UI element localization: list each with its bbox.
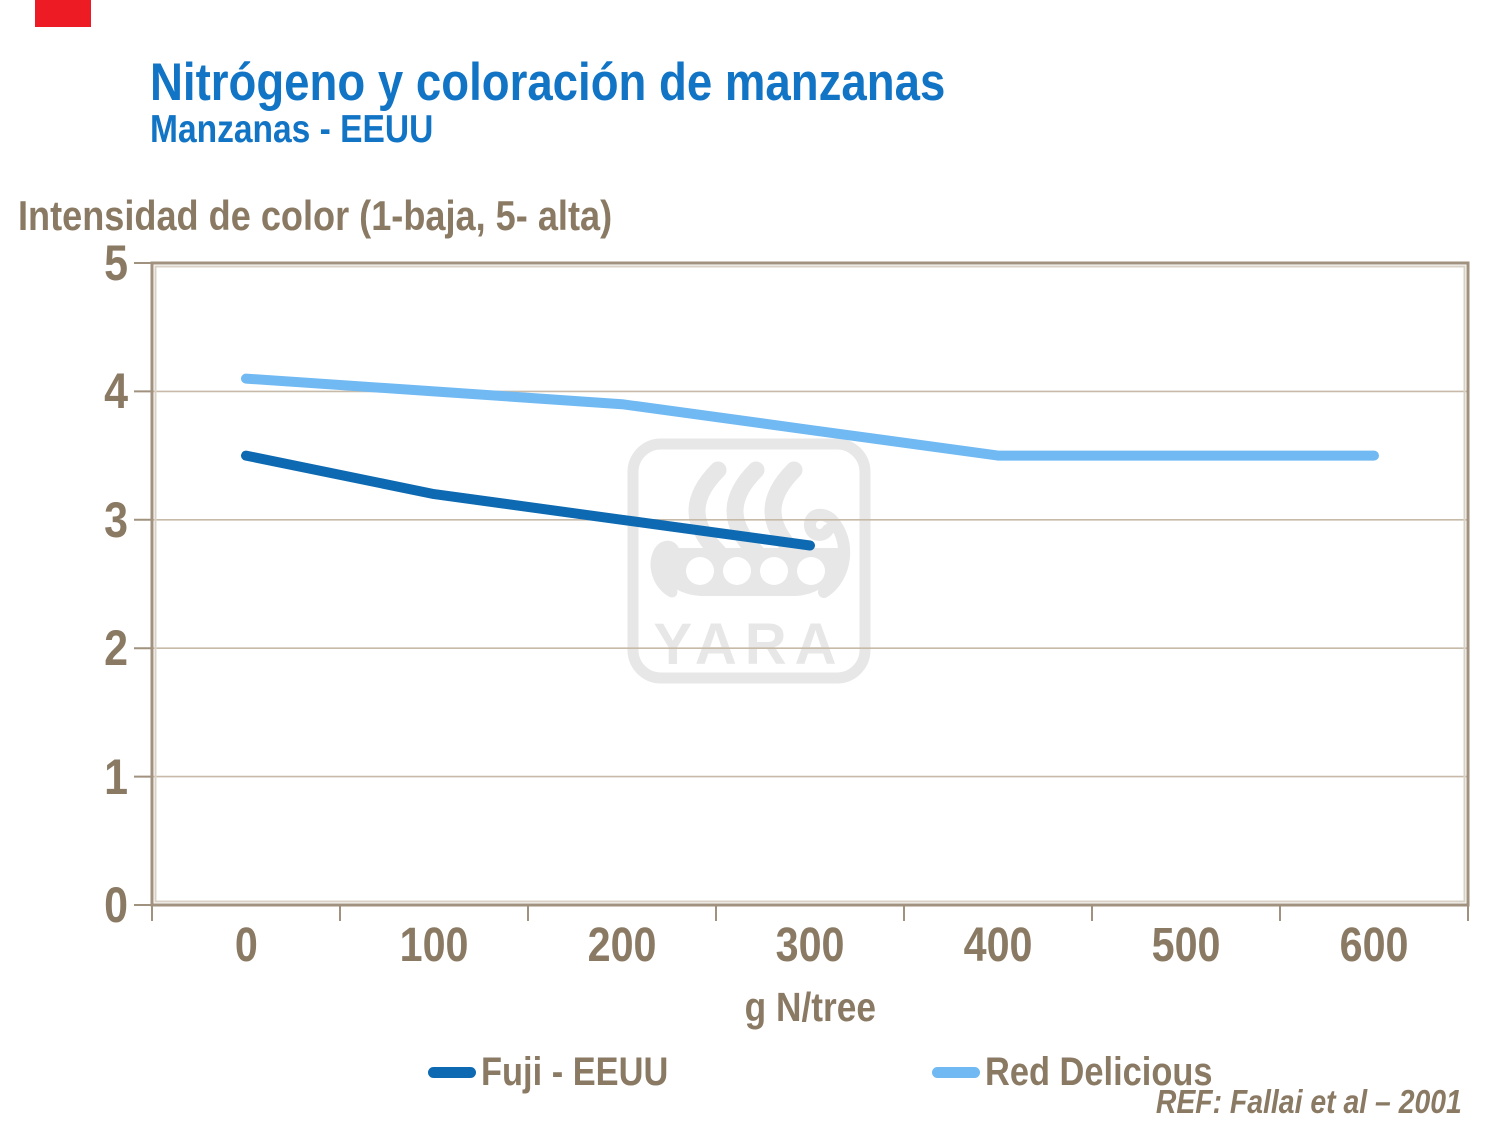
legend-swatch-fuji-eeuu	[428, 1066, 476, 1078]
x-axis-title-text: g N/tree	[744, 984, 876, 1030]
legend-label-red-delicious: Red Delicious	[985, 1049, 1213, 1094]
x-tick-label: 300	[775, 919, 845, 972]
x-tick-label: 400	[963, 919, 1033, 972]
reference-text: REF: Fallai et al – 2001	[1155, 1083, 1462, 1120]
x-tick-label: 100	[399, 919, 469, 972]
chart-legend: Fuji - EEUU Red Delicious	[0, 1048, 1500, 1096]
yara-logo-watermark: YARA	[627, 438, 871, 684]
x-tick-label: 0	[234, 919, 258, 972]
axis-tick-marks	[134, 262, 1469, 921]
y-tick-label: 2	[104, 620, 128, 677]
series-line-red-delicious	[241, 373, 1379, 461]
y-axis-title-text: Intensidad de color (1-baja, 5- alta)	[18, 192, 613, 239]
yara-watermark-frame	[627, 438, 871, 684]
red-accent-block	[35, 0, 91, 27]
legend-swatch-red-delicious	[932, 1066, 980, 1078]
page-subtitle-text: Manzanas - EEUU	[150, 108, 434, 151]
page-title-text: Nitrógeno y coloración de manzanas	[150, 53, 946, 112]
series-line-fuji-eeuu	[241, 450, 815, 551]
yara-prow-curl-icon	[804, 508, 851, 598]
plot-border-outer	[150, 261, 1470, 907]
y-tick-label: 3	[104, 491, 128, 548]
x-tick-label: 600	[1339, 919, 1409, 972]
legend-label-fuji-eeuu: Fuji - EEUU	[481, 1049, 669, 1094]
legend-item-fuji-eeuu: Fuji - EEUU	[428, 1048, 699, 1096]
x-axis-title: g N/tree	[660, 984, 960, 1031]
x-tick-label: 200	[587, 919, 657, 972]
page-subtitle: Manzanas - EEUU	[150, 108, 479, 152]
legend-item-red-delicious: Red Delicious	[932, 1048, 1250, 1096]
page-title: Nitrógeno y coloración de manzanas	[150, 52, 1075, 113]
plot-border	[150, 261, 1470, 907]
yara-hull-shields-icon	[686, 557, 825, 585]
yara-stern-curl-icon	[650, 540, 680, 598]
reference-citation: REF: Fallai et al – 2001	[1106, 1083, 1462, 1121]
y-tick-label: 1	[104, 748, 128, 805]
y-tick-label: 4	[104, 363, 128, 420]
y-tick-label: 5	[104, 235, 128, 291]
x-tick-label: 500	[1151, 919, 1221, 972]
plot-border-bevel	[154, 265, 1466, 903]
yara-watermark-text: YARA	[653, 612, 844, 677]
data-series	[241, 373, 1379, 551]
y-axis-title: Intensidad de color (1-baja, 5- alta)	[18, 192, 709, 240]
y-tick-label: 0	[104, 877, 128, 933]
